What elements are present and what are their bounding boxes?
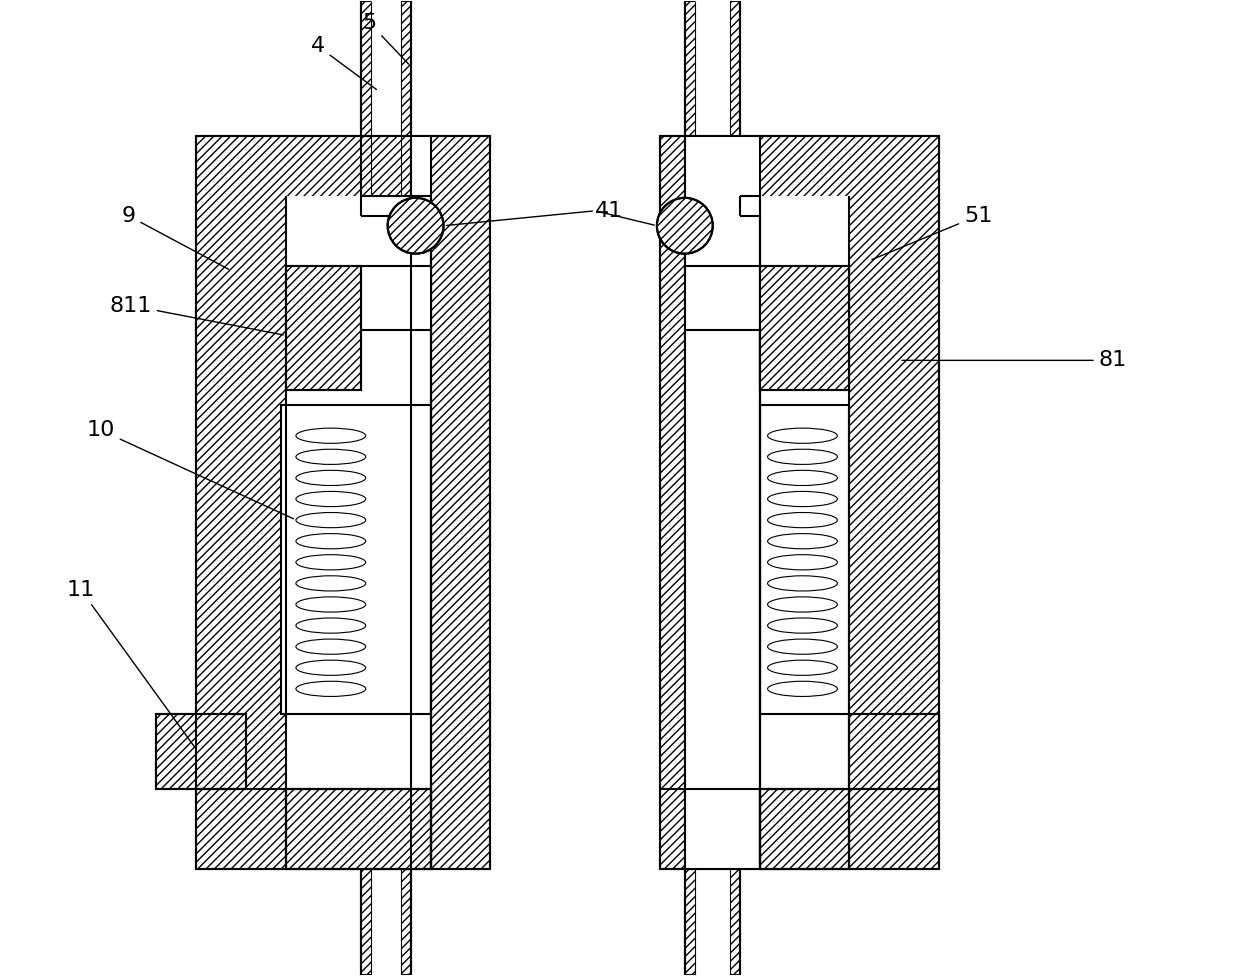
Bar <box>660 136 939 869</box>
Ellipse shape <box>768 639 837 654</box>
Ellipse shape <box>296 491 366 507</box>
Bar <box>694 1 729 975</box>
Ellipse shape <box>768 660 837 675</box>
Ellipse shape <box>296 449 366 465</box>
Ellipse shape <box>296 470 366 485</box>
Bar <box>760 790 849 869</box>
Bar <box>156 714 246 790</box>
Ellipse shape <box>768 554 837 570</box>
Text: 51: 51 <box>872 206 992 260</box>
Ellipse shape <box>296 660 366 675</box>
Bar <box>281 405 430 714</box>
Ellipse shape <box>296 428 366 443</box>
Ellipse shape <box>296 597 366 612</box>
Text: 5: 5 <box>363 14 409 64</box>
Bar <box>196 136 490 869</box>
Bar <box>286 196 430 869</box>
Bar <box>286 790 430 869</box>
Bar <box>281 405 430 714</box>
Bar <box>849 714 939 790</box>
Ellipse shape <box>296 681 366 697</box>
Bar <box>361 265 430 331</box>
Ellipse shape <box>768 512 837 528</box>
Bar <box>760 196 849 869</box>
Text: 9: 9 <box>122 206 228 269</box>
Ellipse shape <box>768 534 837 549</box>
Ellipse shape <box>296 554 366 570</box>
Ellipse shape <box>296 534 366 549</box>
Bar <box>660 136 939 869</box>
Bar <box>286 265 361 390</box>
Bar <box>849 714 939 790</box>
Ellipse shape <box>296 639 366 654</box>
Bar <box>760 405 849 714</box>
Ellipse shape <box>296 512 366 528</box>
Circle shape <box>388 198 444 254</box>
Bar <box>760 790 849 869</box>
Ellipse shape <box>296 618 366 633</box>
Bar <box>684 136 760 869</box>
Bar <box>361 1 410 975</box>
Text: 811: 811 <box>109 296 283 335</box>
Bar <box>684 1 739 975</box>
Ellipse shape <box>768 470 837 485</box>
Ellipse shape <box>768 491 837 507</box>
Ellipse shape <box>768 428 837 443</box>
Bar <box>760 405 849 714</box>
Bar <box>156 714 246 790</box>
Bar <box>286 265 361 390</box>
Circle shape <box>657 198 713 254</box>
Bar <box>371 1 401 975</box>
Ellipse shape <box>768 576 837 591</box>
Bar <box>286 790 430 869</box>
Text: 10: 10 <box>87 420 294 519</box>
Ellipse shape <box>768 618 837 633</box>
Text: 41: 41 <box>595 201 624 221</box>
Ellipse shape <box>768 681 837 697</box>
Text: 4: 4 <box>311 36 377 90</box>
Ellipse shape <box>768 449 837 465</box>
Text: 11: 11 <box>67 580 195 747</box>
Ellipse shape <box>296 576 366 591</box>
Bar <box>684 265 760 331</box>
Bar <box>760 265 849 390</box>
Bar <box>196 136 490 869</box>
Bar <box>410 136 430 869</box>
Text: 81: 81 <box>901 350 1127 370</box>
Bar <box>760 265 849 390</box>
Ellipse shape <box>768 597 837 612</box>
